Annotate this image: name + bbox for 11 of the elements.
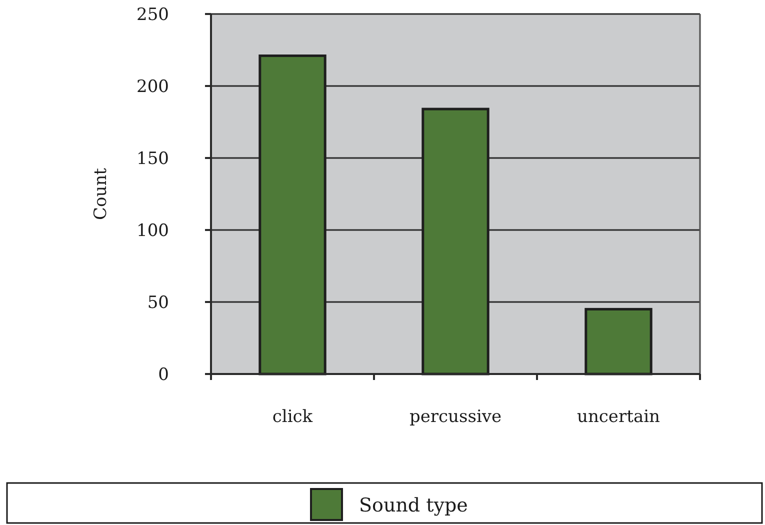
- y-tick-label: 200: [136, 76, 169, 97]
- x-tick-label: percussive: [409, 407, 502, 427]
- y-tick-label: 0: [158, 364, 169, 385]
- y-axis-title: Count: [91, 168, 111, 220]
- y-tick-label: 100: [136, 220, 169, 241]
- y-tick-label: 250: [136, 4, 169, 25]
- y-tick-label: 150: [136, 148, 169, 169]
- x-tick-label: uncertain: [577, 407, 660, 427]
- legend-label: Sound type: [359, 494, 468, 517]
- y-tick-label: 50: [147, 292, 169, 313]
- x-tick-label: click: [272, 407, 314, 427]
